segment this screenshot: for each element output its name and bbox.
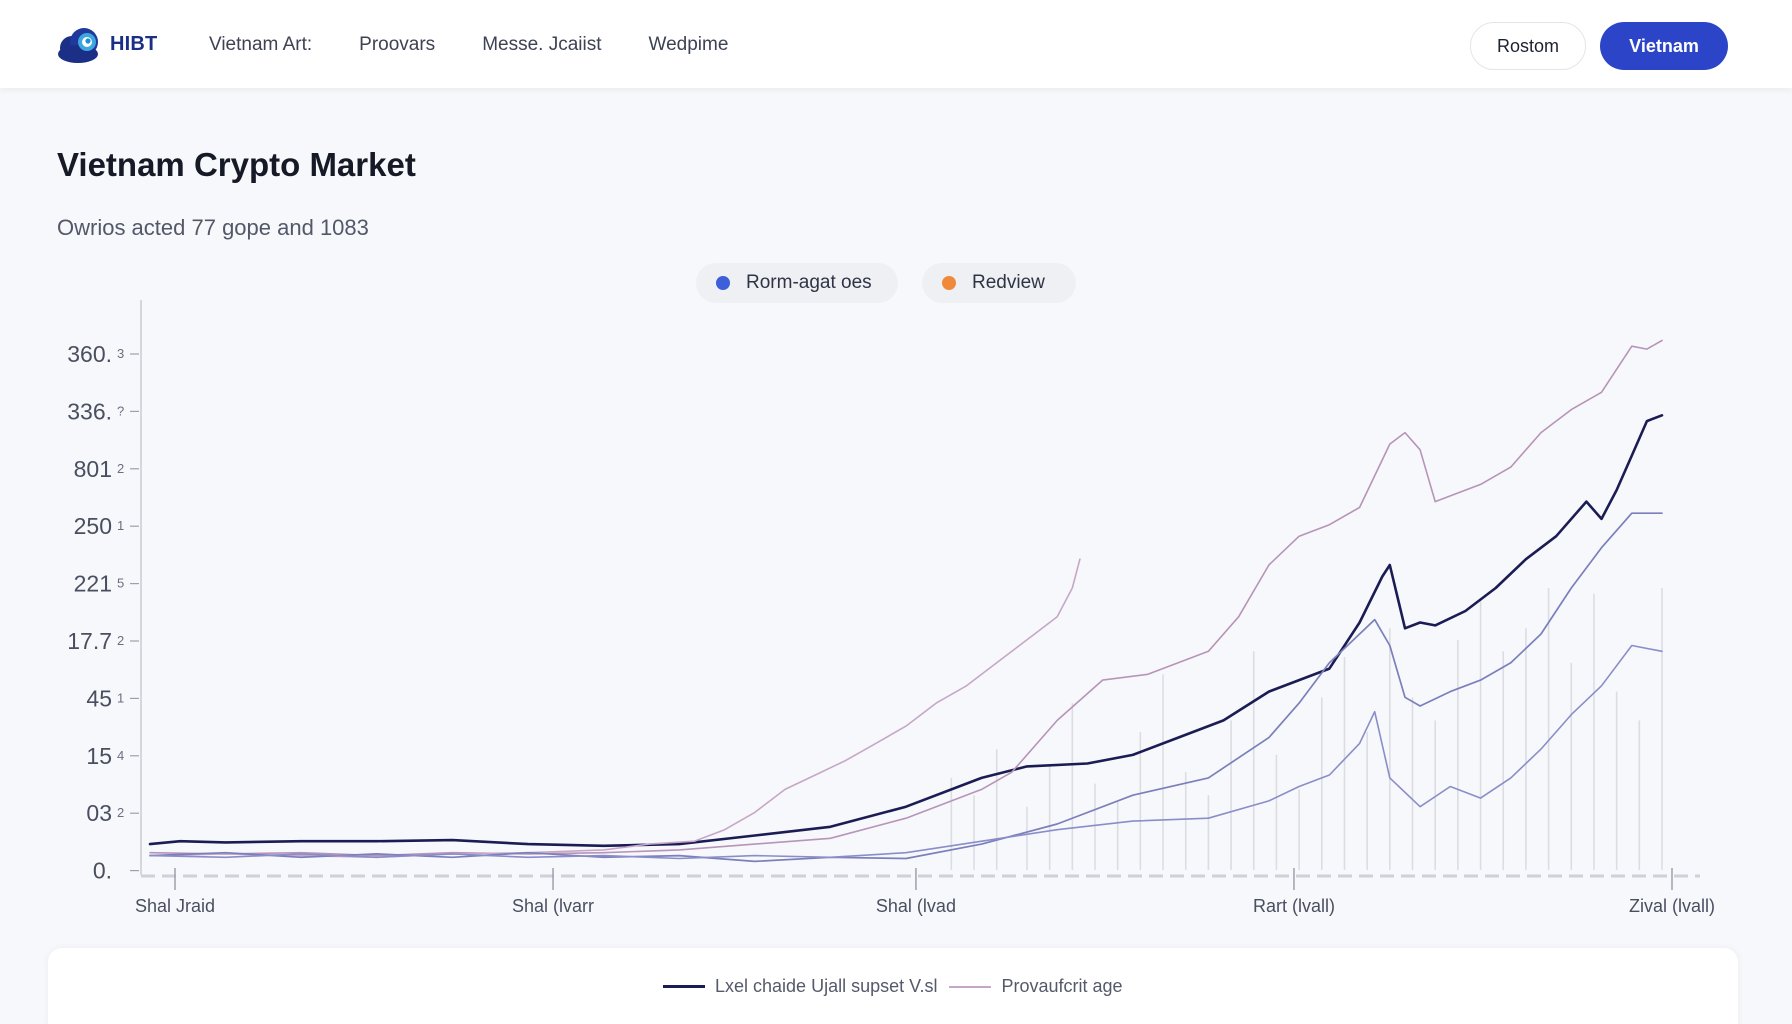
y-tick-sublabel: 2 bbox=[117, 633, 124, 648]
y-tick-label: 15 bbox=[86, 743, 112, 769]
x-tick-label: Zival (lvall) bbox=[1629, 896, 1715, 916]
page-subtitle: Owrios acted 77 gope and 1083 bbox=[57, 215, 369, 240]
y-tick-label: 250 bbox=[74, 513, 112, 539]
y-tick-sublabel: 3 bbox=[117, 346, 124, 361]
legend-pill-rorm-agat[interactable]: Rorm-agat oes bbox=[696, 263, 898, 303]
legend-card bbox=[48, 948, 1738, 1024]
brand-name: HIBT bbox=[110, 32, 158, 55]
y-tick-sublabel: 5 bbox=[117, 576, 124, 591]
y-tick-sublabel: 4 bbox=[117, 748, 124, 763]
brand-logo[interactable]: HIBT bbox=[54, 24, 157, 64]
y-tick-label: 03 bbox=[86, 800, 112, 826]
y-tick-sublabel: 2 bbox=[117, 805, 124, 820]
y-tick-label: 221 bbox=[74, 571, 112, 597]
line-chart: 360. 3 336. ? 801 2 250 1 221 5 17.7 2 45 1 15 4 03 2 0. Sh… bbox=[67, 300, 1715, 916]
vietnam-button[interactable]: Vietnam bbox=[1600, 22, 1728, 70]
mauve-line-swatch-icon bbox=[949, 985, 992, 988]
series-line bbox=[149, 644, 1663, 860]
page-title: Vietnam Crypto Market bbox=[57, 146, 416, 183]
x-tick-label: Shal Jraid bbox=[135, 896, 215, 916]
series-line bbox=[148, 414, 1664, 848]
legend-entry-dark[interactable]: Lxel chaide Ujall supset V.sl bbox=[663, 976, 937, 997]
main-nav: Vietnam Art: Proovars Messe. Jcaiist Wed… bbox=[209, 34, 775, 56]
nav-item-vietnam-art[interactable]: Vietnam Art: bbox=[209, 34, 313, 55]
series-line bbox=[149, 558, 1081, 859]
cloud-logo-icon bbox=[58, 28, 98, 63]
y-tick-label: 336. bbox=[67, 398, 112, 424]
x-tick-label: Shal (lvarr bbox=[512, 896, 594, 916]
legend-label: Provaufcrit age bbox=[1001, 976, 1123, 996]
orange-dot-icon bbox=[942, 276, 956, 290]
series-line bbox=[149, 512, 1663, 863]
legend-pill-redview[interactable]: Redview bbox=[922, 263, 1076, 303]
legend-entry-mauve[interactable]: Provaufcrit age bbox=[949, 976, 1123, 997]
y-tick-sublabel: ? bbox=[117, 403, 124, 418]
y-tick-sublabel: 2 bbox=[117, 461, 124, 476]
chart-legend-bottom: Lxel chaide Ujall supset V.sl Provaufcri… bbox=[663, 976, 1135, 997]
y-tick-label: 801 bbox=[74, 456, 112, 482]
y-tick-sublabel: 1 bbox=[117, 518, 124, 533]
legend-label: Rorm-agat oes bbox=[746, 272, 872, 293]
series-line bbox=[149, 339, 1663, 857]
x-tick-label: Rart (lvall) bbox=[1253, 896, 1335, 916]
nav-item-messe[interactable]: Messe. Jcaiist bbox=[482, 34, 602, 55]
nav-item-wedpime[interactable]: Wedpime bbox=[648, 34, 729, 55]
nav-item-proovars[interactable]: Proovars bbox=[359, 34, 436, 55]
dark-line-swatch-icon bbox=[663, 985, 705, 988]
legend-label: Lxel chaide Ujall supset V.sl bbox=[715, 976, 938, 996]
blue-dot-icon bbox=[716, 276, 730, 290]
chart-legend-top: Rorm-agat oes Redview bbox=[0, 263, 1792, 303]
legend-label: Redview bbox=[972, 272, 1045, 293]
y-tick-label: 45 bbox=[86, 685, 112, 711]
x-tick-label: Shal (lvad bbox=[876, 896, 956, 916]
y-tick-label: 17.7 bbox=[67, 628, 112, 654]
y-tick-sublabel: 1 bbox=[117, 690, 124, 705]
rostom-button[interactable]: Rostom bbox=[1470, 22, 1586, 70]
y-tick-label: 0. bbox=[93, 858, 112, 884]
top-navbar: HIBT Vietnam Art: Proovars Messe. Jcaiis… bbox=[0, 0, 1792, 88]
y-tick-label: 360. bbox=[67, 341, 112, 367]
